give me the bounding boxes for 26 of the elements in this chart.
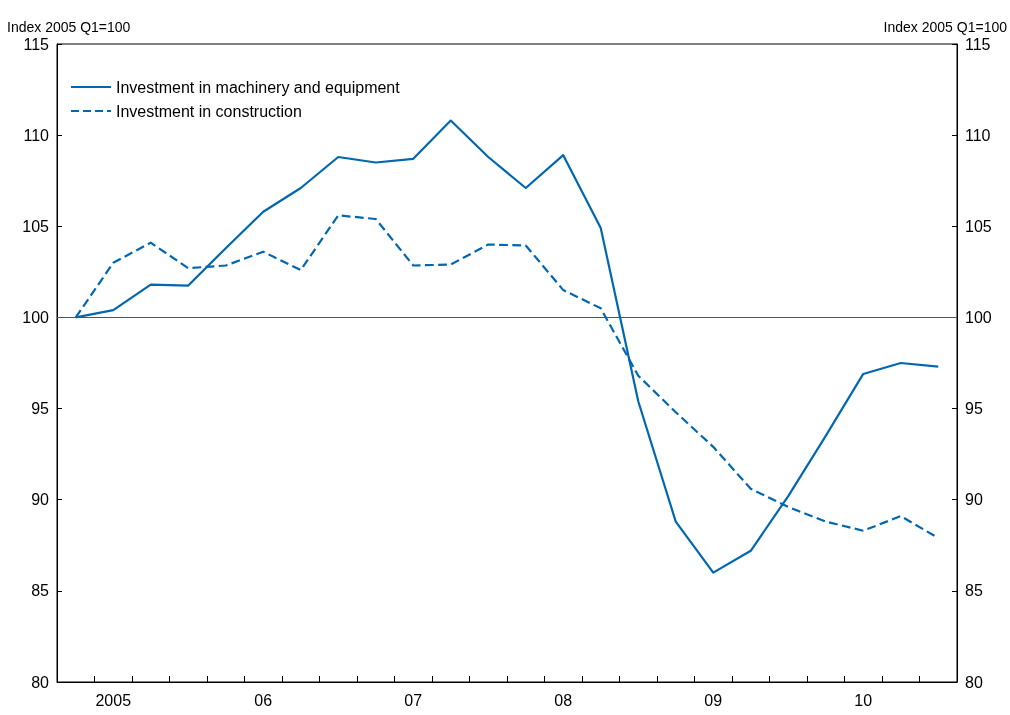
x-tick-label: 08 [554,691,573,709]
y-tick-label: 80 [31,673,50,691]
y2-tick-label: 80 [965,673,983,691]
y2-tick-label: 100 [965,308,992,326]
x-tick-label: 09 [704,691,723,709]
x-tick-label: 07 [404,691,423,709]
y2-tick-label: 110 [965,126,991,144]
x-tick-label: 2005 [95,691,132,709]
x-tick-label: 10 [854,691,873,709]
y2-axis-title: Index 2005 Q1=100 [883,19,1008,35]
y-tick-label: 85 [31,582,50,600]
legend-label: Investment in construction [116,102,302,120]
y-axis-title: Index 2005 Q1=100 [7,19,131,35]
y-tick-label: 105 [22,217,50,235]
y-tick-label: 100 [22,308,50,326]
y-tick-label: 115 [23,35,50,53]
legend-label: Investment in machinery and equipment [116,78,401,96]
y2-tick-label: 90 [965,491,983,509]
y2-tick-label: 95 [965,400,983,418]
y2-tick-label: 105 [965,217,992,235]
y-tick-label: 110 [23,126,50,144]
y2-tick-label: 115 [965,35,991,53]
y2-tick-label: 85 [965,582,983,600]
y-tick-label: 95 [31,400,50,418]
y-tick-label: 90 [31,491,50,509]
x-tick-label: 06 [254,691,273,709]
